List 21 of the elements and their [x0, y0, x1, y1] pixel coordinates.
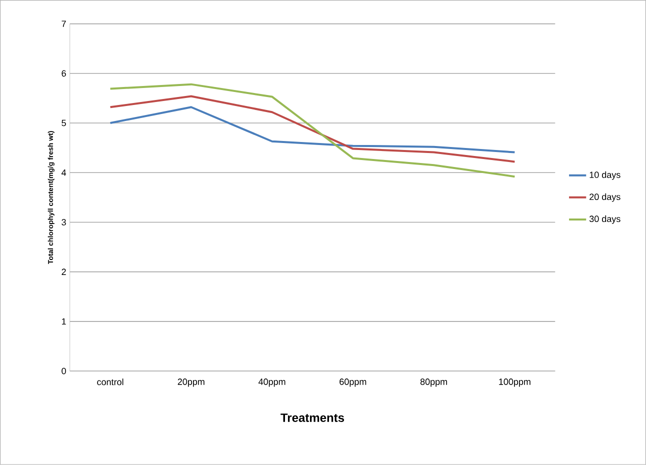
y-tick-label: 3 [62, 219, 66, 226]
legend-label: 30 days [589, 215, 620, 224]
x-tick-label: control [97, 378, 124, 386]
line-series [109, 106, 516, 154]
y-tick-label: 6 [62, 70, 66, 77]
y-tick-label: 2 [62, 268, 66, 276]
y-tick-label: 0 [62, 368, 66, 374]
x-tick-label: 20ppm [178, 378, 204, 387]
x-tick-label: 60ppm [340, 378, 366, 387]
legend-label: 20 days [590, 193, 620, 202]
line-series [109, 95, 516, 163]
y-tick-label: 7 [62, 20, 66, 27]
x-tick-label: 80ppm [420, 378, 447, 387]
y-tick-label: 5 [62, 120, 66, 126]
x-tick-label: 40ppm [258, 378, 286, 387]
y-tick-label: 1 [62, 318, 66, 325]
x-axis-title: Treatments [280, 414, 344, 422]
legend-label: 10 days [590, 171, 620, 180]
y-tick-label: 4 [62, 170, 66, 176]
line-series [109, 83, 516, 178]
x-tick-label: 100ppm [499, 378, 530, 387]
